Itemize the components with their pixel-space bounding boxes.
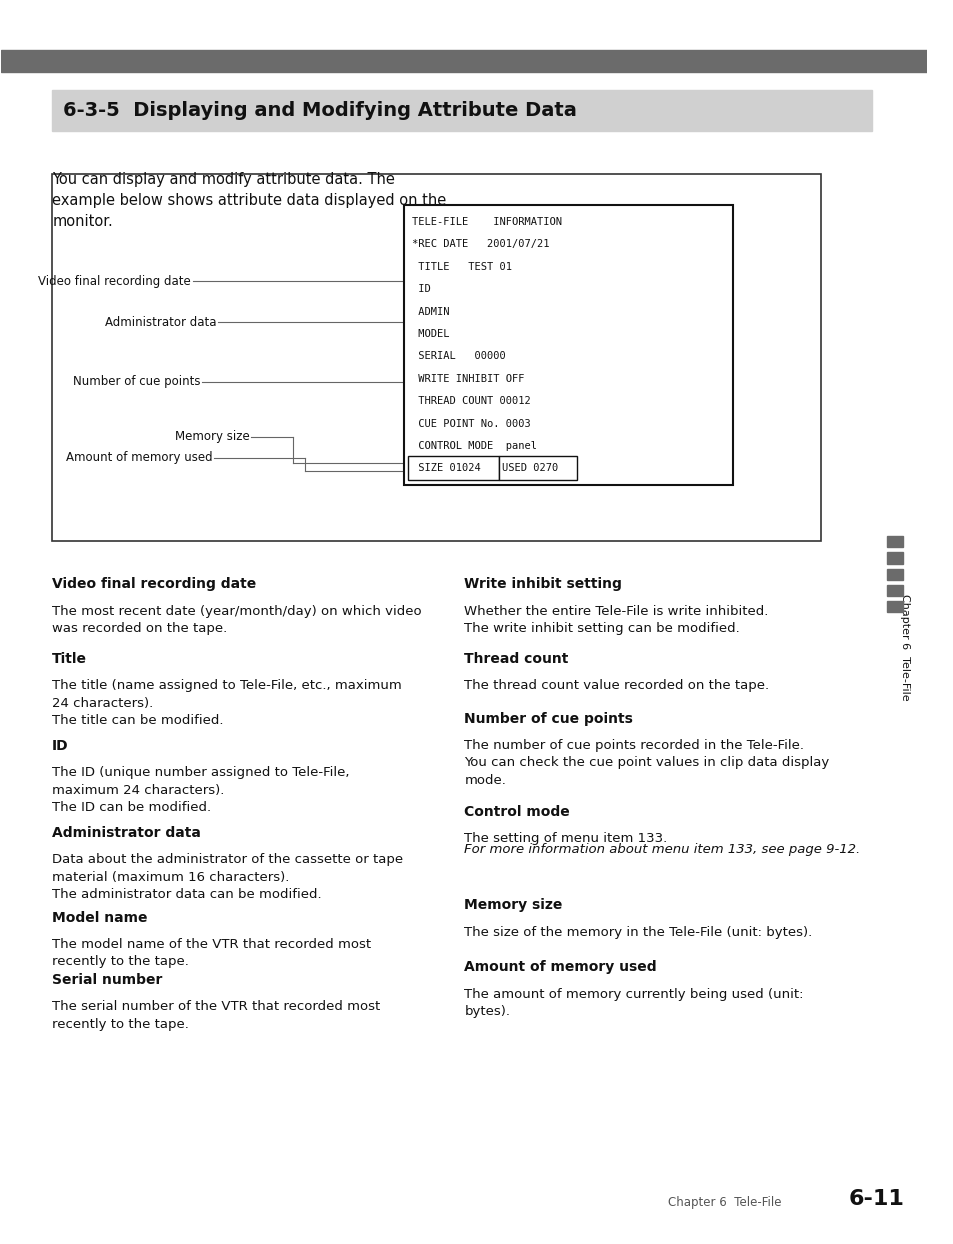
Bar [885,601,902,612]
Bar [52,90,871,131]
Text: SIZE 01024: SIZE 01024 [411,463,479,474]
Text: The setting of menu item 133.: The setting of menu item 133. [464,832,667,845]
Text: Write inhibit setting: Write inhibit setting [464,577,621,591]
Text: Number of cue points: Number of cue points [72,376,200,388]
Text: The thread count value recorded on the tape.: The thread count value recorded on the t… [464,679,769,692]
Text: The model name of the VTR that recorded most
recently to the tape.: The model name of the VTR that recorded … [52,938,371,969]
Text: Whether the entire Tele-File is write inhibited.
The write inhibit setting can b: Whether the entire Tele-File is write in… [464,605,768,636]
Text: Data about the administrator of the cassette or tape
material (maximum 16 charac: Data about the administrator of the cass… [52,853,403,902]
Bar [885,585,902,596]
Bar [407,457,498,480]
Text: USED 0270: USED 0270 [501,463,558,474]
Bar [885,552,902,564]
Text: Administrator data: Administrator data [52,826,201,840]
Bar [498,457,577,480]
Text: The size of the memory in the Tele-File (unit: bytes).: The size of the memory in the Tele-File … [464,926,812,938]
Text: ADMIN: ADMIN [411,306,449,317]
Text: Video final recording date: Video final recording date [38,275,191,287]
Text: For more information about menu item 133, see page 9-12.: For more information about menu item 133… [464,843,860,856]
Text: The most recent date (year/month/day) on which video
was recorded on the tape.: The most recent date (year/month/day) on… [52,605,421,636]
Text: Amount of memory used: Amount of memory used [464,960,657,974]
Text: Video final recording date: Video final recording date [52,577,256,591]
Text: Memory size: Memory size [174,430,249,443]
Text: SERIAL   00000: SERIAL 00000 [411,351,505,362]
Bar [404,205,732,485]
Text: Title: Title [52,652,87,666]
Bar [885,569,902,580]
Text: Number of cue points: Number of cue points [464,712,633,725]
Text: The amount of memory currently being used (unit:
bytes).: The amount of memory currently being use… [464,988,803,1019]
Text: Memory size: Memory size [464,898,562,912]
Text: The title (name assigned to Tele-File, etc., maximum
24 characters).
The title c: The title (name assigned to Tele-File, e… [52,679,401,728]
Text: ID: ID [52,739,69,753]
Text: The ID (unique number assigned to Tele-File,
maximum 24 characters).
The ID can : The ID (unique number assigned to Tele-F… [52,766,349,815]
Text: Administrator data: Administrator data [105,316,215,328]
Text: Chapter 6  Tele-File: Chapter 6 Tele-File [667,1197,781,1209]
Text: TELE-FILE    INFORMATION: TELE-FILE INFORMATION [411,216,561,228]
Text: The serial number of the VTR that recorded most
recently to the tape.: The serial number of the VTR that record… [52,1000,380,1031]
Text: Chapter 6  Tele-File: Chapter 6 Tele-File [900,593,909,700]
Text: Serial number: Serial number [52,973,162,986]
Text: The number of cue points recorded in the Tele-File.
You can check the cue point : The number of cue points recorded in the… [464,739,829,787]
Text: ID: ID [411,284,430,295]
Text: 6-11: 6-11 [848,1189,903,1209]
Text: WRITE INHIBIT OFF: WRITE INHIBIT OFF [411,373,523,384]
Bar [52,174,820,541]
Bar [1,50,926,72]
Text: THREAD COUNT 00012: THREAD COUNT 00012 [411,396,530,407]
Bar [885,536,902,547]
Text: CUE POINT No. 0003: CUE POINT No. 0003 [411,418,530,429]
Text: Control mode: Control mode [464,805,570,819]
Text: Amount of memory used: Amount of memory used [66,452,213,464]
Text: *REC DATE   2001/07/21: *REC DATE 2001/07/21 [411,239,548,250]
Text: Model name: Model name [52,911,148,924]
Text: TITLE   TEST 01: TITLE TEST 01 [411,261,511,272]
Text: MODEL: MODEL [411,328,449,340]
Text: You can display and modify attribute data. The
example below shows attribute dat: You can display and modify attribute dat… [52,172,446,229]
Text: Thread count: Thread count [464,652,568,666]
Text: 6-3-5  Displaying and Modifying Attribute Data: 6-3-5 Displaying and Modifying Attribute… [63,101,577,119]
Text: CONTROL MODE  panel: CONTROL MODE panel [411,440,536,452]
